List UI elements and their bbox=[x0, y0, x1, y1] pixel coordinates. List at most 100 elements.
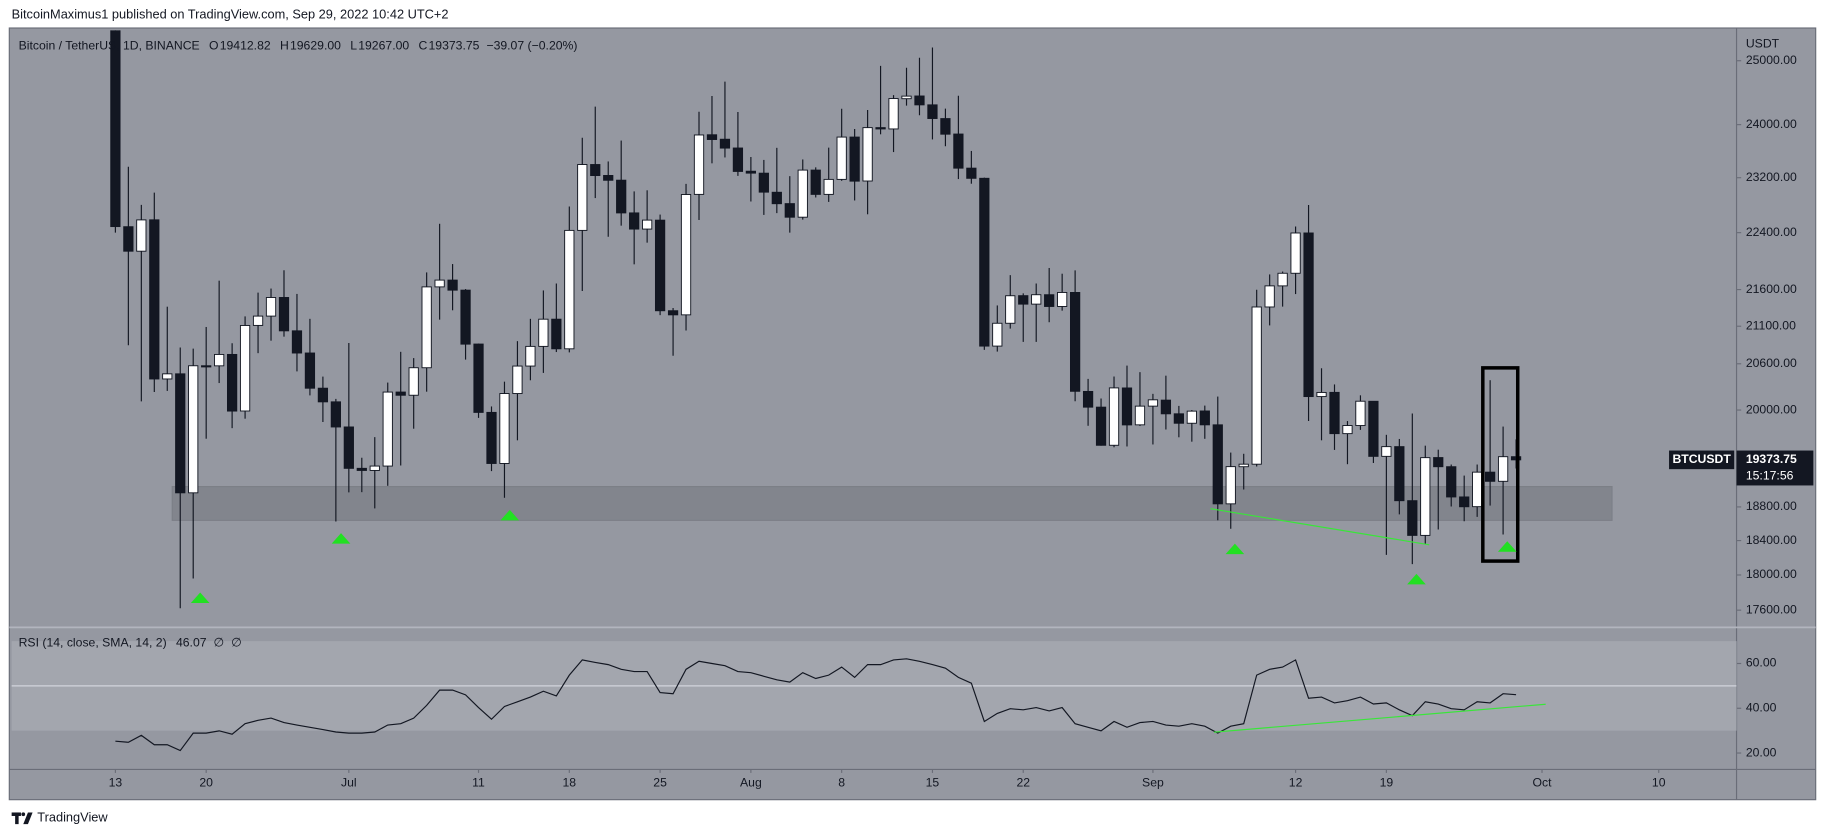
x-tick-label: 11 bbox=[472, 776, 485, 790]
candle-body bbox=[1160, 399, 1172, 415]
logo-part bbox=[21, 812, 26, 817]
candle-body bbox=[1186, 410, 1197, 424]
candle-body bbox=[564, 229, 575, 350]
candle-body bbox=[758, 172, 769, 193]
publish-note: BitcoinMaximus1 published on TradingView… bbox=[12, 7, 449, 22]
candle-body bbox=[265, 297, 277, 317]
candle-body bbox=[136, 219, 147, 252]
candle-body bbox=[473, 343, 484, 413]
y-tick-label: 60.00 bbox=[1746, 656, 1777, 670]
candle-body bbox=[992, 322, 1003, 347]
candle-body bbox=[460, 289, 471, 345]
candle-body bbox=[1134, 405, 1146, 426]
x-tick-label: 15 bbox=[926, 776, 940, 790]
x-tick-label: 13 bbox=[109, 776, 123, 790]
candle-body bbox=[616, 179, 627, 214]
candle-body bbox=[1069, 292, 1081, 392]
ohlc-value: 19629.00 bbox=[290, 39, 341, 53]
marker bbox=[1407, 573, 1426, 585]
candle-body bbox=[732, 147, 744, 172]
candle-body bbox=[291, 330, 303, 354]
candle-body bbox=[123, 226, 134, 252]
y-tick-label: 21600.00 bbox=[1746, 282, 1797, 296]
candle-body bbox=[1407, 500, 1418, 536]
candle-body bbox=[395, 391, 406, 396]
candle-body bbox=[525, 345, 536, 367]
price-label: 19373.75 bbox=[1746, 452, 1797, 466]
price-legend: Bitcoin / TetherUS, 1D, BINANCE O19412.82… bbox=[19, 39, 578, 53]
candle-body bbox=[1082, 390, 1094, 408]
candle-body bbox=[693, 134, 705, 195]
x-tick-label: 8 bbox=[838, 776, 845, 790]
rsi-legend: RSI (14, close, SMA, 14, 2) 46.07 ∅ ∅ bbox=[19, 636, 242, 650]
y-tick-label: 25000.00 bbox=[1746, 53, 1797, 67]
candle-body bbox=[486, 411, 497, 464]
logo-part bbox=[23, 812, 33, 825]
candle-body bbox=[590, 164, 601, 177]
marker bbox=[190, 592, 210, 603]
symbol-title: Bitcoin / TetherUS, 1D, BINANCE bbox=[19, 39, 200, 53]
candle-body bbox=[175, 373, 186, 494]
candle-body bbox=[1316, 391, 1327, 398]
candle-body bbox=[1199, 410, 1210, 426]
y-tick-label: 18000.00 bbox=[1746, 567, 1797, 581]
candle-body bbox=[1005, 295, 1016, 324]
candle-body bbox=[784, 203, 795, 218]
candle-body bbox=[1277, 272, 1288, 287]
rsi-legend-value: 46.07 bbox=[176, 636, 207, 650]
candle-body bbox=[1381, 446, 1392, 457]
candle-body bbox=[1459, 496, 1470, 508]
candle-body bbox=[1225, 466, 1236, 505]
candle-body bbox=[1095, 406, 1107, 446]
ohlc-key: H bbox=[280, 39, 289, 53]
axis-unit: USDT bbox=[1746, 37, 1780, 51]
candle-body bbox=[343, 426, 354, 469]
candle-body bbox=[1147, 399, 1159, 407]
candle-body bbox=[382, 391, 393, 467]
ohlc-value: 19373.75 bbox=[428, 39, 479, 53]
candle-body bbox=[667, 310, 679, 316]
trend-line bbox=[1210, 508, 1430, 546]
candle-body bbox=[642, 219, 653, 230]
candle-body bbox=[1485, 471, 1496, 482]
change: −39.07 (−0.20%) bbox=[486, 39, 577, 53]
candle-body bbox=[538, 318, 549, 347]
candle-body bbox=[810, 169, 821, 195]
candle-body bbox=[1329, 391, 1340, 435]
candle-body bbox=[1212, 424, 1223, 505]
x-tick-label: 18 bbox=[563, 776, 577, 790]
candle-body bbox=[629, 212, 640, 230]
symbol-label: BTCUSDT bbox=[1672, 452, 1731, 466]
candle-body bbox=[1497, 456, 1509, 482]
y-tick-label: 20600.00 bbox=[1746, 356, 1797, 370]
candle-body bbox=[317, 387, 329, 403]
candle-body bbox=[1290, 232, 1301, 274]
candle-body bbox=[356, 467, 367, 471]
rsi-trend-line bbox=[1213, 703, 1546, 733]
y-tick-label: 40.00 bbox=[1746, 701, 1777, 715]
y-tick-label: 24000.00 bbox=[1746, 117, 1797, 131]
y-tick-label: 22400.00 bbox=[1746, 225, 1797, 239]
candle-body bbox=[654, 219, 666, 312]
candle-body bbox=[1264, 285, 1275, 308]
candle-body bbox=[979, 177, 990, 347]
candle-body bbox=[797, 169, 808, 218]
candle-body bbox=[201, 365, 212, 368]
candle-body bbox=[1420, 457, 1431, 536]
candle-body bbox=[940, 118, 951, 135]
x-tick-label: 10 bbox=[1652, 776, 1666, 790]
candle-body bbox=[1251, 306, 1262, 465]
candle-body bbox=[1342, 425, 1353, 435]
candle-body bbox=[330, 401, 341, 428]
candle-body bbox=[278, 297, 290, 332]
candle-body bbox=[719, 138, 731, 149]
x-tick-label: 22 bbox=[1016, 776, 1030, 790]
candle-body bbox=[888, 98, 899, 130]
footer-logo bbox=[11, 812, 33, 825]
candle-body bbox=[188, 365, 199, 494]
ohlc-value: 19412.82 bbox=[220, 39, 271, 53]
candle-body bbox=[304, 352, 316, 389]
y-tick-label: 21100.00 bbox=[1746, 318, 1796, 332]
